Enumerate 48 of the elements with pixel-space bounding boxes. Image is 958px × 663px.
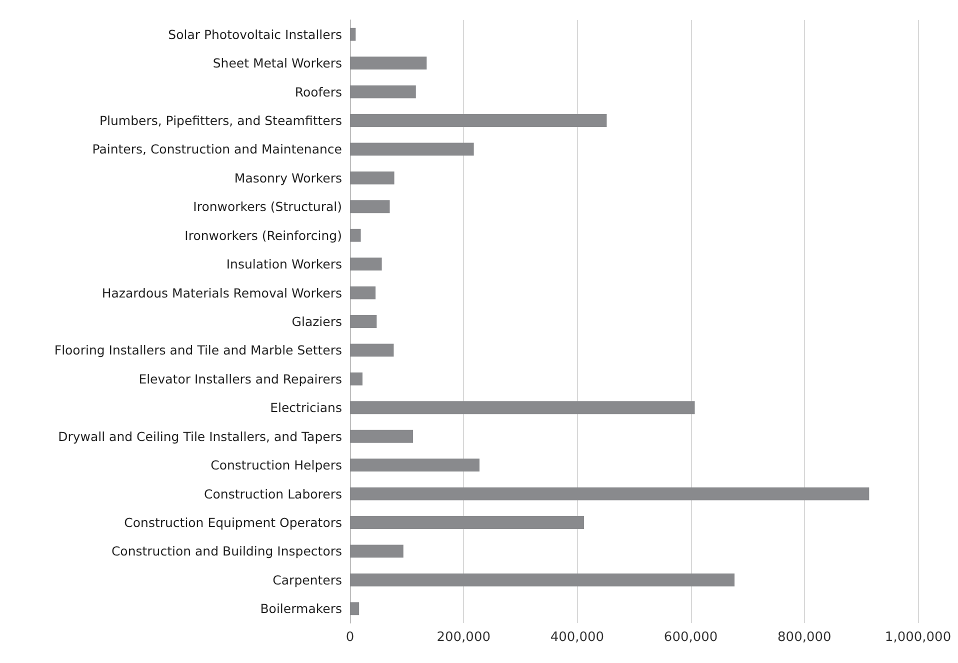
y-tick-label: Glaziers: [292, 314, 342, 329]
y-tick-label: Electricians: [270, 400, 342, 416]
bar: [350, 458, 480, 472]
bar: [350, 430, 414, 443]
bar: [350, 573, 735, 586]
bar: [350, 344, 394, 357]
bar: [350, 372, 362, 386]
y-tick-label: Painters, Construction and Maintenance: [92, 142, 342, 157]
bar: [350, 315, 377, 328]
x-tick-label: 0: [346, 630, 354, 645]
y-tick-label: Roofers: [294, 84, 342, 100]
y-tick-label: Ironworkers (Structural): [193, 199, 342, 214]
x-tick-label: 800,000: [778, 630, 832, 645]
y-tick-label: Hazardous Materials Removal Workers: [102, 285, 342, 300]
bar: [350, 487, 870, 500]
x-tick-label: 600,000: [664, 630, 718, 645]
bar: [350, 200, 390, 214]
y-tick-label: Solar Photovoltaic Installers: [168, 26, 342, 42]
y-tick-label: Drywall and Ceiling Tile Installers, and Tapers: [58, 428, 342, 444]
y-tick-label: Construction Laborers: [204, 486, 342, 502]
bar: [350, 516, 584, 529]
y-tick-label: Masonry Workers: [234, 170, 342, 186]
y-tick-label: Ironworkers (Reinforcing): [184, 228, 342, 243]
y-tick-label: Plumbers, Pipefitters, and Steamfitters: [99, 113, 342, 128]
y-tick-label: Elevator Installers and Repairers: [138, 371, 342, 386]
bar: [350, 85, 416, 98]
y-tick-label: Construction and Building Inspectors: [111, 544, 342, 559]
bar: [350, 258, 382, 271]
y-tick-label: Carpenters: [272, 572, 342, 588]
y-tick-label: Insulation Workers: [226, 256, 342, 272]
bar: [350, 602, 360, 616]
x-tick-label: 200,000: [436, 630, 490, 645]
x-tick-label: 1,000,000: [884, 630, 952, 645]
bar: [350, 142, 474, 156]
x-tick-label: 400,000: [550, 630, 604, 645]
bar: [350, 401, 695, 414]
bar: [350, 56, 427, 70]
y-tick-label: Construction Helpers: [210, 458, 342, 473]
y-tick-label: Flooring Installers and Tile and Marble Setters: [54, 342, 342, 358]
y-tick-label: Construction Equipment Operators: [124, 515, 342, 530]
y-tick-label: Boilermakers: [260, 601, 342, 616]
bar: [350, 28, 356, 41]
bar: [350, 171, 394, 184]
bar: [350, 286, 376, 300]
bar: [350, 114, 607, 127]
bar: [350, 228, 361, 242]
bar: [350, 544, 404, 558]
y-tick-label: Sheet Metal Workers: [212, 56, 342, 71]
